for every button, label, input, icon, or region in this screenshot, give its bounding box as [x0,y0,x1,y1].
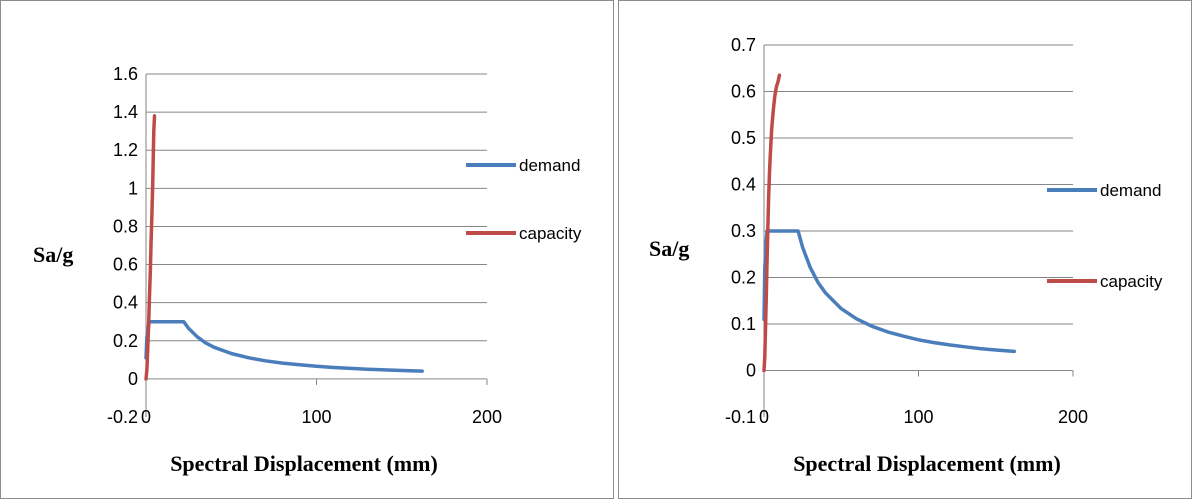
series-line-demand [144,319,424,373]
legend-label-capacity: capacity [519,224,582,243]
y-tick-label-0: -0.1 [725,407,756,427]
x-axis-title: Spectral Displacement (mm) [793,451,1061,476]
y-tick-label-7: 1.2 [113,140,138,160]
legend-label-capacity: capacity [1100,272,1163,291]
chart-panel-left: -0.2 0 0.2 0.4 0.6 0.8 1 1.2 1.4 1.6 0 100 200 demand… [0,0,614,499]
legend-label-demand: demand [519,156,580,175]
y-tick-label-9: 1.6 [113,64,138,84]
y-tick-label-4: 0.3 [731,221,756,241]
y-tick-label-5: 0.4 [731,175,756,195]
x-tick-label-2: 200 [1058,407,1088,427]
y-tick-label-8: 0.7 [731,35,756,55]
y-tick-label-7: 0.6 [731,82,756,102]
x-tick-label-1: 100 [903,407,933,427]
chart-right: -0.100.10.20.30.40.50.60.70 100 200demandc… [649,35,1163,476]
y-tick-label-1: 0 [746,361,756,381]
series-line-demand [762,229,1017,354]
series-line-capacity [762,73,782,373]
y-tick-label-6: 1 [128,178,138,198]
x-tick-label-1: 100 [301,407,331,427]
y-tick-label-1: 0 [128,369,138,389]
y-tick-label-4: 0.6 [113,255,138,275]
x-tick-label-0: 0 [759,407,769,427]
x-tick-label-2: 200 [472,407,502,427]
y-tick-label-2: 0.1 [731,314,756,334]
y-tick-label-8: 1.4 [113,102,138,122]
x-tick-label-0: 0 [141,407,151,427]
y-axis-title: Sa/g [33,242,73,267]
chart-left: -0.200.20.40.60.811.21.41.60 100 200demand… [33,64,582,476]
y-tick-label-3: 0.2 [731,268,756,288]
y-axis-title: Sa/g [649,236,689,261]
legend-label-demand: demand [1100,181,1161,200]
y-tick-label-5: 0.8 [113,216,138,236]
x-axis-title: Spectral Displacement (mm) [170,451,438,476]
y-tick-label-0: -0.2 [107,407,138,427]
chart-panel-right: -0.1 0 0.1 0.2 0.3 0.4 0.5 0.6 0.7 0 100 200 demand c… [618,0,1192,499]
y-tick-label-3: 0.4 [113,293,138,313]
series-line-capacity [144,114,157,381]
y-tick-label-2: 0.2 [113,331,138,351]
y-tick-label-6: 0.5 [731,128,756,148]
